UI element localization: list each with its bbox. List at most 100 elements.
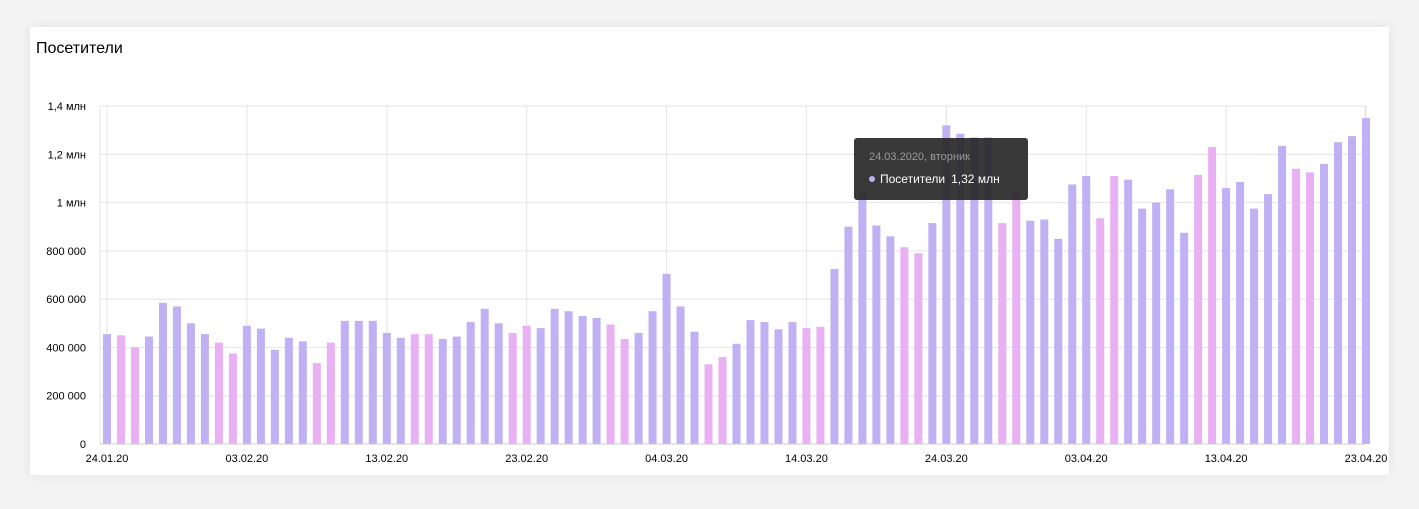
bar — [186, 323, 195, 444]
bar — [438, 338, 447, 444]
bar — [1334, 142, 1343, 444]
tooltip-row: Посетители 1,32 млн — [869, 172, 1000, 186]
tooltip-value: 1,32 млн — [951, 172, 1000, 186]
bar — [774, 329, 783, 444]
series-color-dot-icon — [869, 175, 875, 182]
bar — [1054, 238, 1063, 444]
bar — [424, 334, 433, 444]
bar — [1110, 176, 1119, 444]
bar — [634, 332, 643, 444]
bar — [1068, 184, 1077, 444]
bar — [103, 334, 111, 444]
bar — [284, 337, 293, 444]
y-tick-label: 1,2 млн — [48, 149, 86, 161]
bar — [788, 322, 797, 444]
bar — [130, 347, 139, 444]
chart-title: Посетители — [36, 40, 123, 57]
y-tick-label: 1 млн — [57, 198, 86, 210]
bar — [704, 364, 713, 444]
bar — [970, 137, 979, 444]
bar — [690, 331, 699, 444]
bar — [1208, 147, 1217, 445]
bar — [1194, 174, 1203, 444]
bar — [1320, 163, 1329, 444]
bar — [340, 320, 349, 444]
bar — [844, 226, 853, 444]
x-tick-label: 13.02.20 — [365, 453, 408, 465]
y-tick-label: 1,4 млн — [48, 101, 86, 113]
bar — [886, 236, 895, 444]
bar — [522, 325, 531, 444]
bar — [298, 341, 307, 444]
bar — [1012, 192, 1021, 444]
bar — [326, 342, 335, 444]
bar — [508, 332, 517, 444]
y-tick-label: 200 000 — [46, 391, 86, 403]
bar — [1180, 232, 1189, 444]
bar — [242, 325, 251, 444]
bar — [620, 338, 629, 444]
bar — [746, 320, 755, 444]
bar — [1222, 188, 1231, 444]
bar — [1278, 145, 1287, 444]
bar — [172, 306, 181, 444]
bar — [368, 320, 377, 444]
bar — [998, 223, 1007, 444]
x-tick-label: 03.02.20 — [225, 453, 268, 465]
bar — [200, 334, 209, 444]
y-tick-label: 800 000 — [46, 246, 86, 258]
x-tick-label: 24.01.20 — [86, 453, 129, 465]
bar — [1040, 219, 1049, 444]
bar — [942, 125, 951, 444]
bar — [662, 273, 671, 444]
bar — [396, 337, 405, 444]
bar — [1306, 172, 1315, 444]
bar — [564, 311, 573, 444]
bar — [1026, 220, 1035, 444]
x-tick-label: 03.04.20 — [1065, 453, 1108, 465]
bar — [760, 322, 769, 444]
bar — [116, 335, 125, 444]
bar — [718, 357, 727, 444]
chart-tooltip: 24.03.2020, вторник Посетители 1,32 млн — [854, 138, 1028, 200]
bar — [956, 133, 965, 444]
bar — [480, 308, 489, 444]
bar — [732, 343, 741, 444]
bar — [1138, 208, 1147, 444]
bar — [984, 137, 993, 444]
bar — [802, 328, 811, 444]
tooltip-date: 24.03.2020, вторник — [869, 151, 970, 163]
x-tick-label: 04.03.20 — [645, 453, 688, 465]
bar — [1082, 176, 1091, 444]
tooltip-series-name: Посетители — [880, 172, 946, 186]
bar — [900, 247, 909, 444]
bar — [914, 253, 923, 444]
bar — [382, 332, 391, 444]
x-tick-label: 14.03.20 — [785, 453, 828, 465]
bar — [410, 334, 419, 444]
bar — [872, 225, 881, 444]
bar — [928, 223, 937, 444]
bar — [816, 326, 825, 444]
bar — [256, 328, 265, 444]
bar — [676, 306, 685, 444]
y-tick-label: 400 000 — [46, 342, 86, 354]
bar — [270, 349, 279, 444]
x-tick-label: 13.04.20 — [1205, 453, 1248, 465]
y-tick-label: 0 — [80, 439, 86, 451]
bar — [158, 302, 167, 444]
bar — [452, 336, 461, 444]
bar — [494, 323, 503, 444]
bar — [312, 363, 321, 444]
bar — [536, 328, 545, 444]
bar — [1362, 118, 1370, 444]
bar — [648, 311, 657, 444]
bar — [1166, 189, 1175, 444]
bar — [578, 316, 587, 444]
bar — [466, 322, 475, 444]
y-tick-label: 600 000 — [46, 294, 86, 306]
bar — [1236, 182, 1245, 445]
bar — [1152, 202, 1161, 444]
bar — [228, 353, 237, 444]
